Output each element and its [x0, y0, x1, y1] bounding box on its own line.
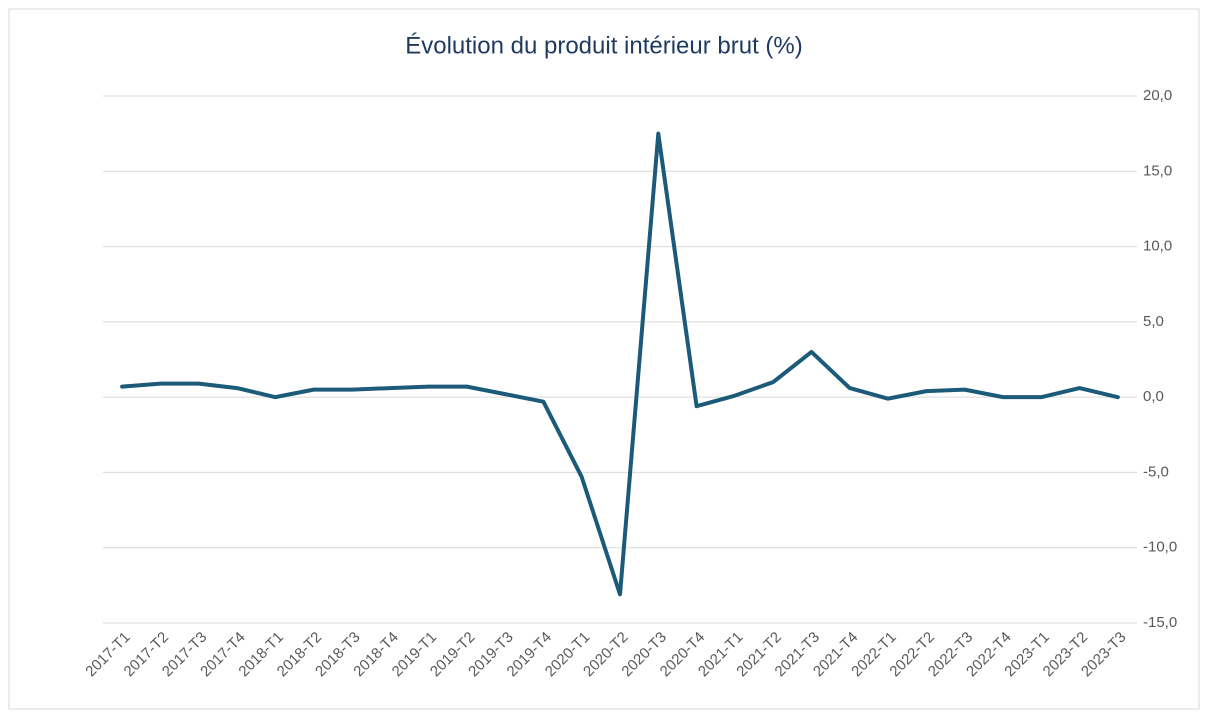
- y-tick-label: 0,0: [1143, 388, 1164, 405]
- y-tick-label: -10,0: [1143, 539, 1177, 556]
- y-tick-label: -15,0: [1143, 614, 1177, 631]
- chart-frame: [8, 8, 1200, 710]
- chart-title: Évolution du produit intérieur brut (%): [405, 32, 803, 59]
- y-tick-label: 15,0: [1143, 162, 1172, 179]
- y-tick-label: 10,0: [1143, 238, 1172, 255]
- data-line: [120, 131, 1120, 597]
- y-tick-label: -5,0: [1143, 463, 1169, 480]
- y-tick-label: 20,0: [1143, 87, 1172, 104]
- y-tick-label: 5,0: [1143, 313, 1164, 330]
